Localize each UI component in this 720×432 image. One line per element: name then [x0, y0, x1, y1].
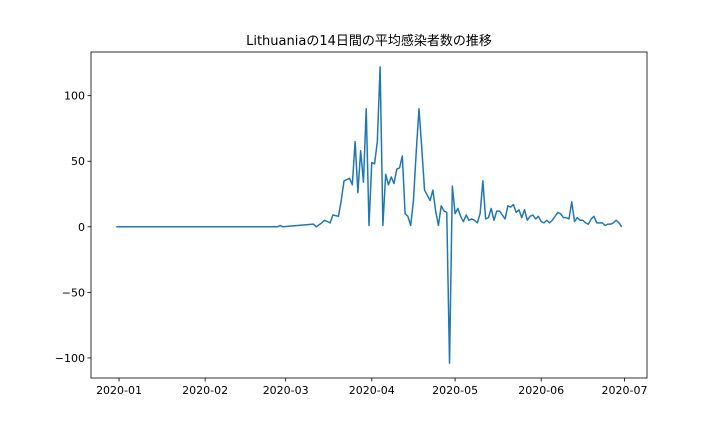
chart-title: Lithuaniaの14日間の平均感染者数の推移: [246, 33, 492, 49]
y-tick-label: 100: [64, 90, 85, 103]
y-tick-label: 0: [78, 221, 85, 234]
x-tick-label: 2020-03: [263, 384, 309, 397]
y-tick-label: −50: [62, 286, 85, 299]
x-tick-label: 2020-06: [518, 384, 564, 397]
x-tick-label: 2020-01: [96, 384, 142, 397]
plot-frame: [90, 51, 648, 379]
x-tick-label: 2020-07: [602, 384, 648, 397]
y-tick-label: −100: [55, 352, 85, 365]
y-tick-label: 50: [71, 155, 85, 168]
x-tick-label: 2020-02: [182, 384, 228, 397]
data-line: [116, 66, 623, 364]
x-tick-label: 2020-04: [349, 384, 395, 397]
x-tick-label: 2020-05: [432, 384, 478, 397]
